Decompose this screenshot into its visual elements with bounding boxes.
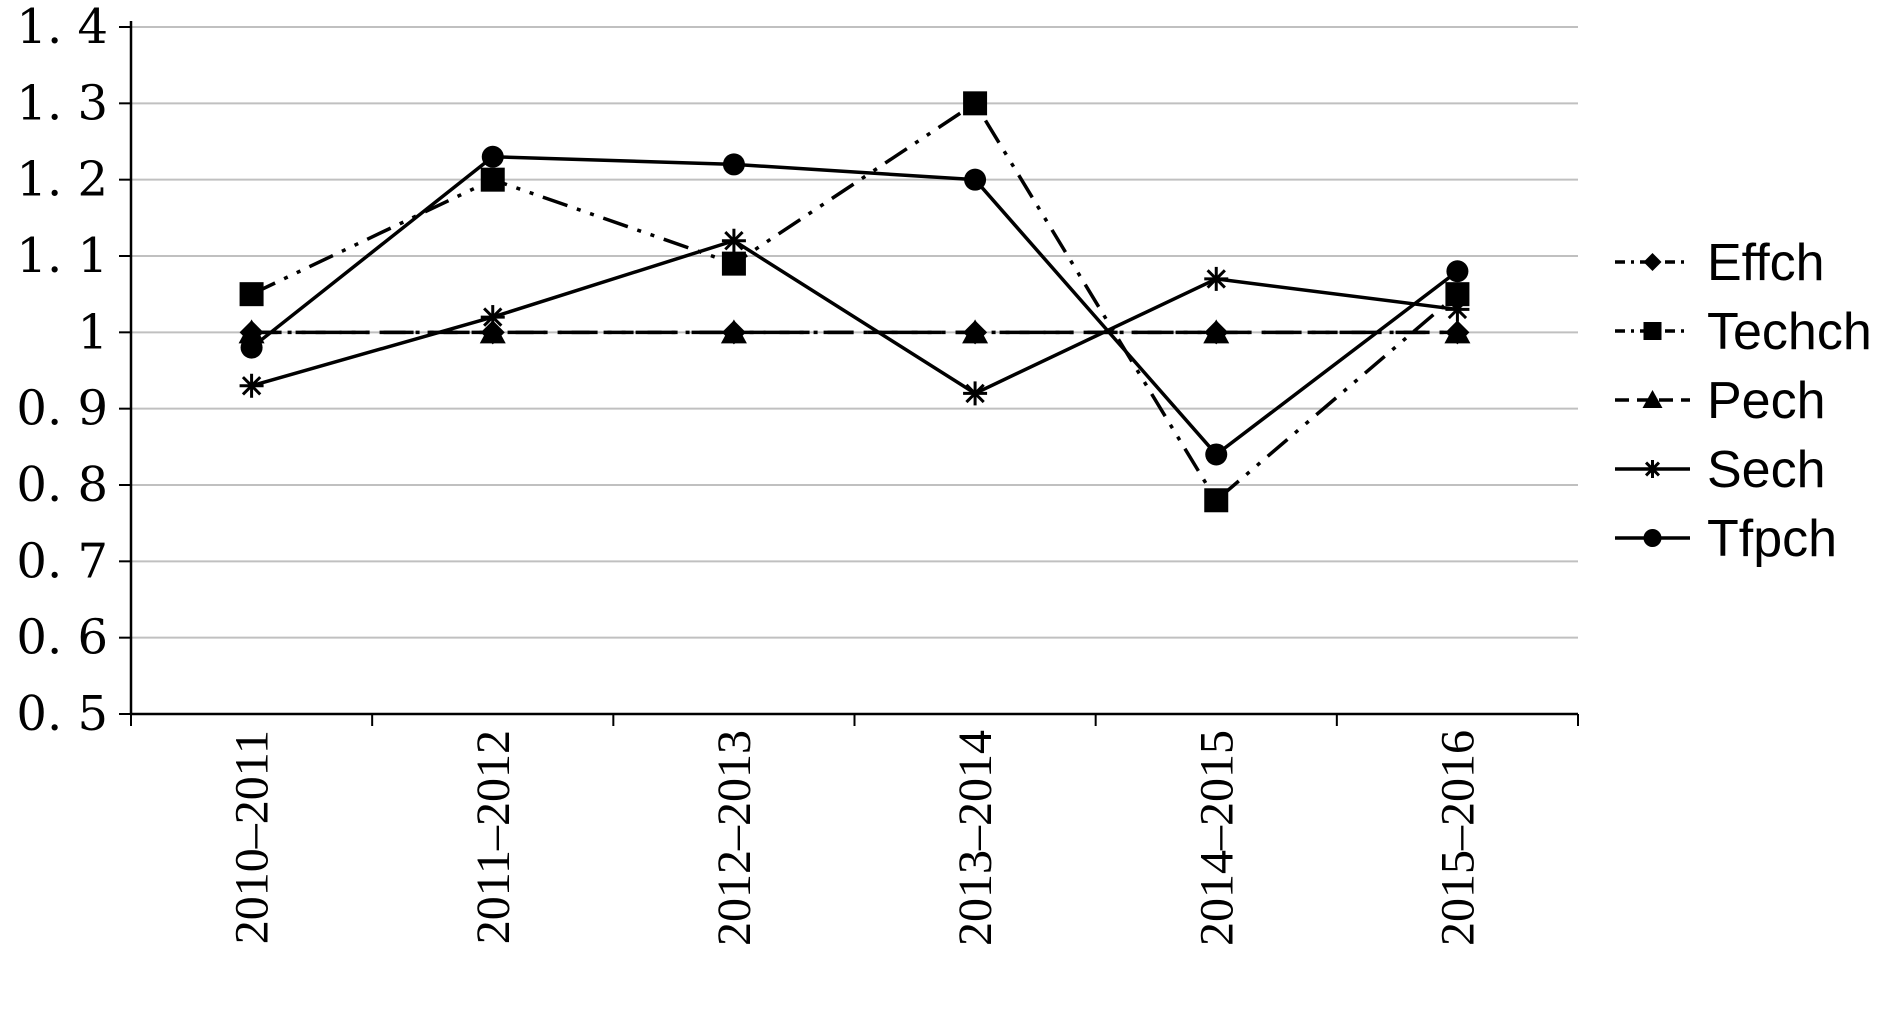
data-point-pech <box>962 319 989 344</box>
data-point-pech <box>1203 319 1230 344</box>
data-point-techch <box>963 91 988 116</box>
data-point-techch <box>239 282 264 307</box>
series-line-tfpch <box>250 155 1459 457</box>
y-tick-label: 1. 3 <box>16 75 108 131</box>
y-tick-label: 1. 4 <box>16 0 108 55</box>
data-point-sech <box>480 305 505 330</box>
marker-triangle <box>1642 390 1663 408</box>
marker-star-stroke <box>965 383 985 404</box>
legend-item-techch: Techch <box>1615 303 1872 361</box>
data-point-techch <box>1204 488 1229 513</box>
marker-star-stroke <box>241 376 262 396</box>
data-point-pech <box>238 319 265 344</box>
data-point-tfpch <box>722 153 745 176</box>
legend: Effch Techch Pech Sech Tfpch <box>1615 234 1872 568</box>
legend-label: Pech <box>1707 372 1826 430</box>
legend-label: Effch <box>1707 234 1825 292</box>
data-point-techch <box>721 251 746 276</box>
data-point-sech <box>963 381 988 406</box>
data-point-tfpch <box>964 168 987 191</box>
data-point-tfpch <box>1205 443 1228 466</box>
marker-square <box>1643 322 1662 340</box>
data-point-tfpch <box>1446 260 1469 283</box>
y-tick-label: 1. 1 <box>16 228 108 284</box>
marker-diamond <box>1643 253 1662 271</box>
y-tick-labels: 0. 5 0. 6 0. 7 0. 8 0. 9 1 1. 1 1. 2 1. 3 1. 4 <box>16 0 108 742</box>
series-line-sech <box>251 238 1458 396</box>
x-tick-label: 2014–2015 <box>1190 730 1243 946</box>
x-tick-label: 2011–2012 <box>467 730 520 944</box>
marker-star-stroke <box>1644 461 1661 477</box>
legend-item-effch: Effch <box>1615 234 1825 292</box>
legend-label: Sech <box>1707 441 1826 499</box>
y-tick-label: 1. 2 <box>16 152 108 208</box>
y-tick-label: 0. 5 <box>16 686 108 742</box>
legend-label: Techch <box>1707 303 1872 361</box>
marker-star-stroke <box>724 231 744 251</box>
x-tick-labels: 2010–2011 2011–2012 2012–2013 2013–2014 2014… <box>226 730 1485 946</box>
x-tick-label: 2015–2016 <box>1431 730 1484 946</box>
marker-star-stroke <box>1447 299 1468 320</box>
axes <box>119 21 1579 726</box>
x-tick-label: 2013–2014 <box>949 730 1002 946</box>
marker-star <box>1643 460 1662 478</box>
y-tick-label: 0. 6 <box>16 610 108 666</box>
legend-label: Tfpch <box>1707 510 1837 568</box>
data-point-pech <box>479 319 506 344</box>
series-line-techch <box>250 101 1459 503</box>
data-point-tfpch <box>240 336 263 359</box>
data-point-techch <box>480 167 505 192</box>
x-tick-label: 2012–2013 <box>708 730 761 946</box>
data-point-sech <box>721 228 746 253</box>
legend-item-sech: Sech <box>1615 441 1826 499</box>
data-point-pech <box>720 319 747 344</box>
y-tick-label: 0. 9 <box>16 381 108 437</box>
gridlines <box>131 26 1578 639</box>
marker-circle <box>1643 529 1662 547</box>
data-point-sech <box>1204 266 1229 291</box>
y-tick-label: 0. 7 <box>16 533 108 589</box>
legend-item-tfpch: Tfpch <box>1615 510 1837 568</box>
y-tick-label: 0. 8 <box>16 457 108 513</box>
data-point-tfpch <box>481 145 504 168</box>
series-lines <box>238 91 1471 513</box>
marker-star-stroke <box>483 307 503 327</box>
y-tick-label: 1 <box>77 304 108 360</box>
legend-item-pech: Pech <box>1615 372 1826 430</box>
data-point-sech <box>239 373 264 398</box>
x-tick-label: 2010–2011 <box>226 730 279 944</box>
data-point-pech <box>1444 319 1471 344</box>
data-point-sech <box>1445 297 1470 322</box>
marker-star-stroke <box>1206 269 1226 289</box>
